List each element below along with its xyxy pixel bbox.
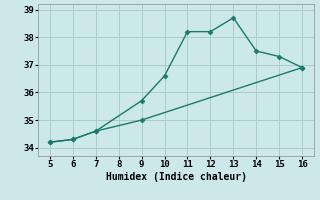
X-axis label: Humidex (Indice chaleur): Humidex (Indice chaleur) [106, 172, 246, 182]
